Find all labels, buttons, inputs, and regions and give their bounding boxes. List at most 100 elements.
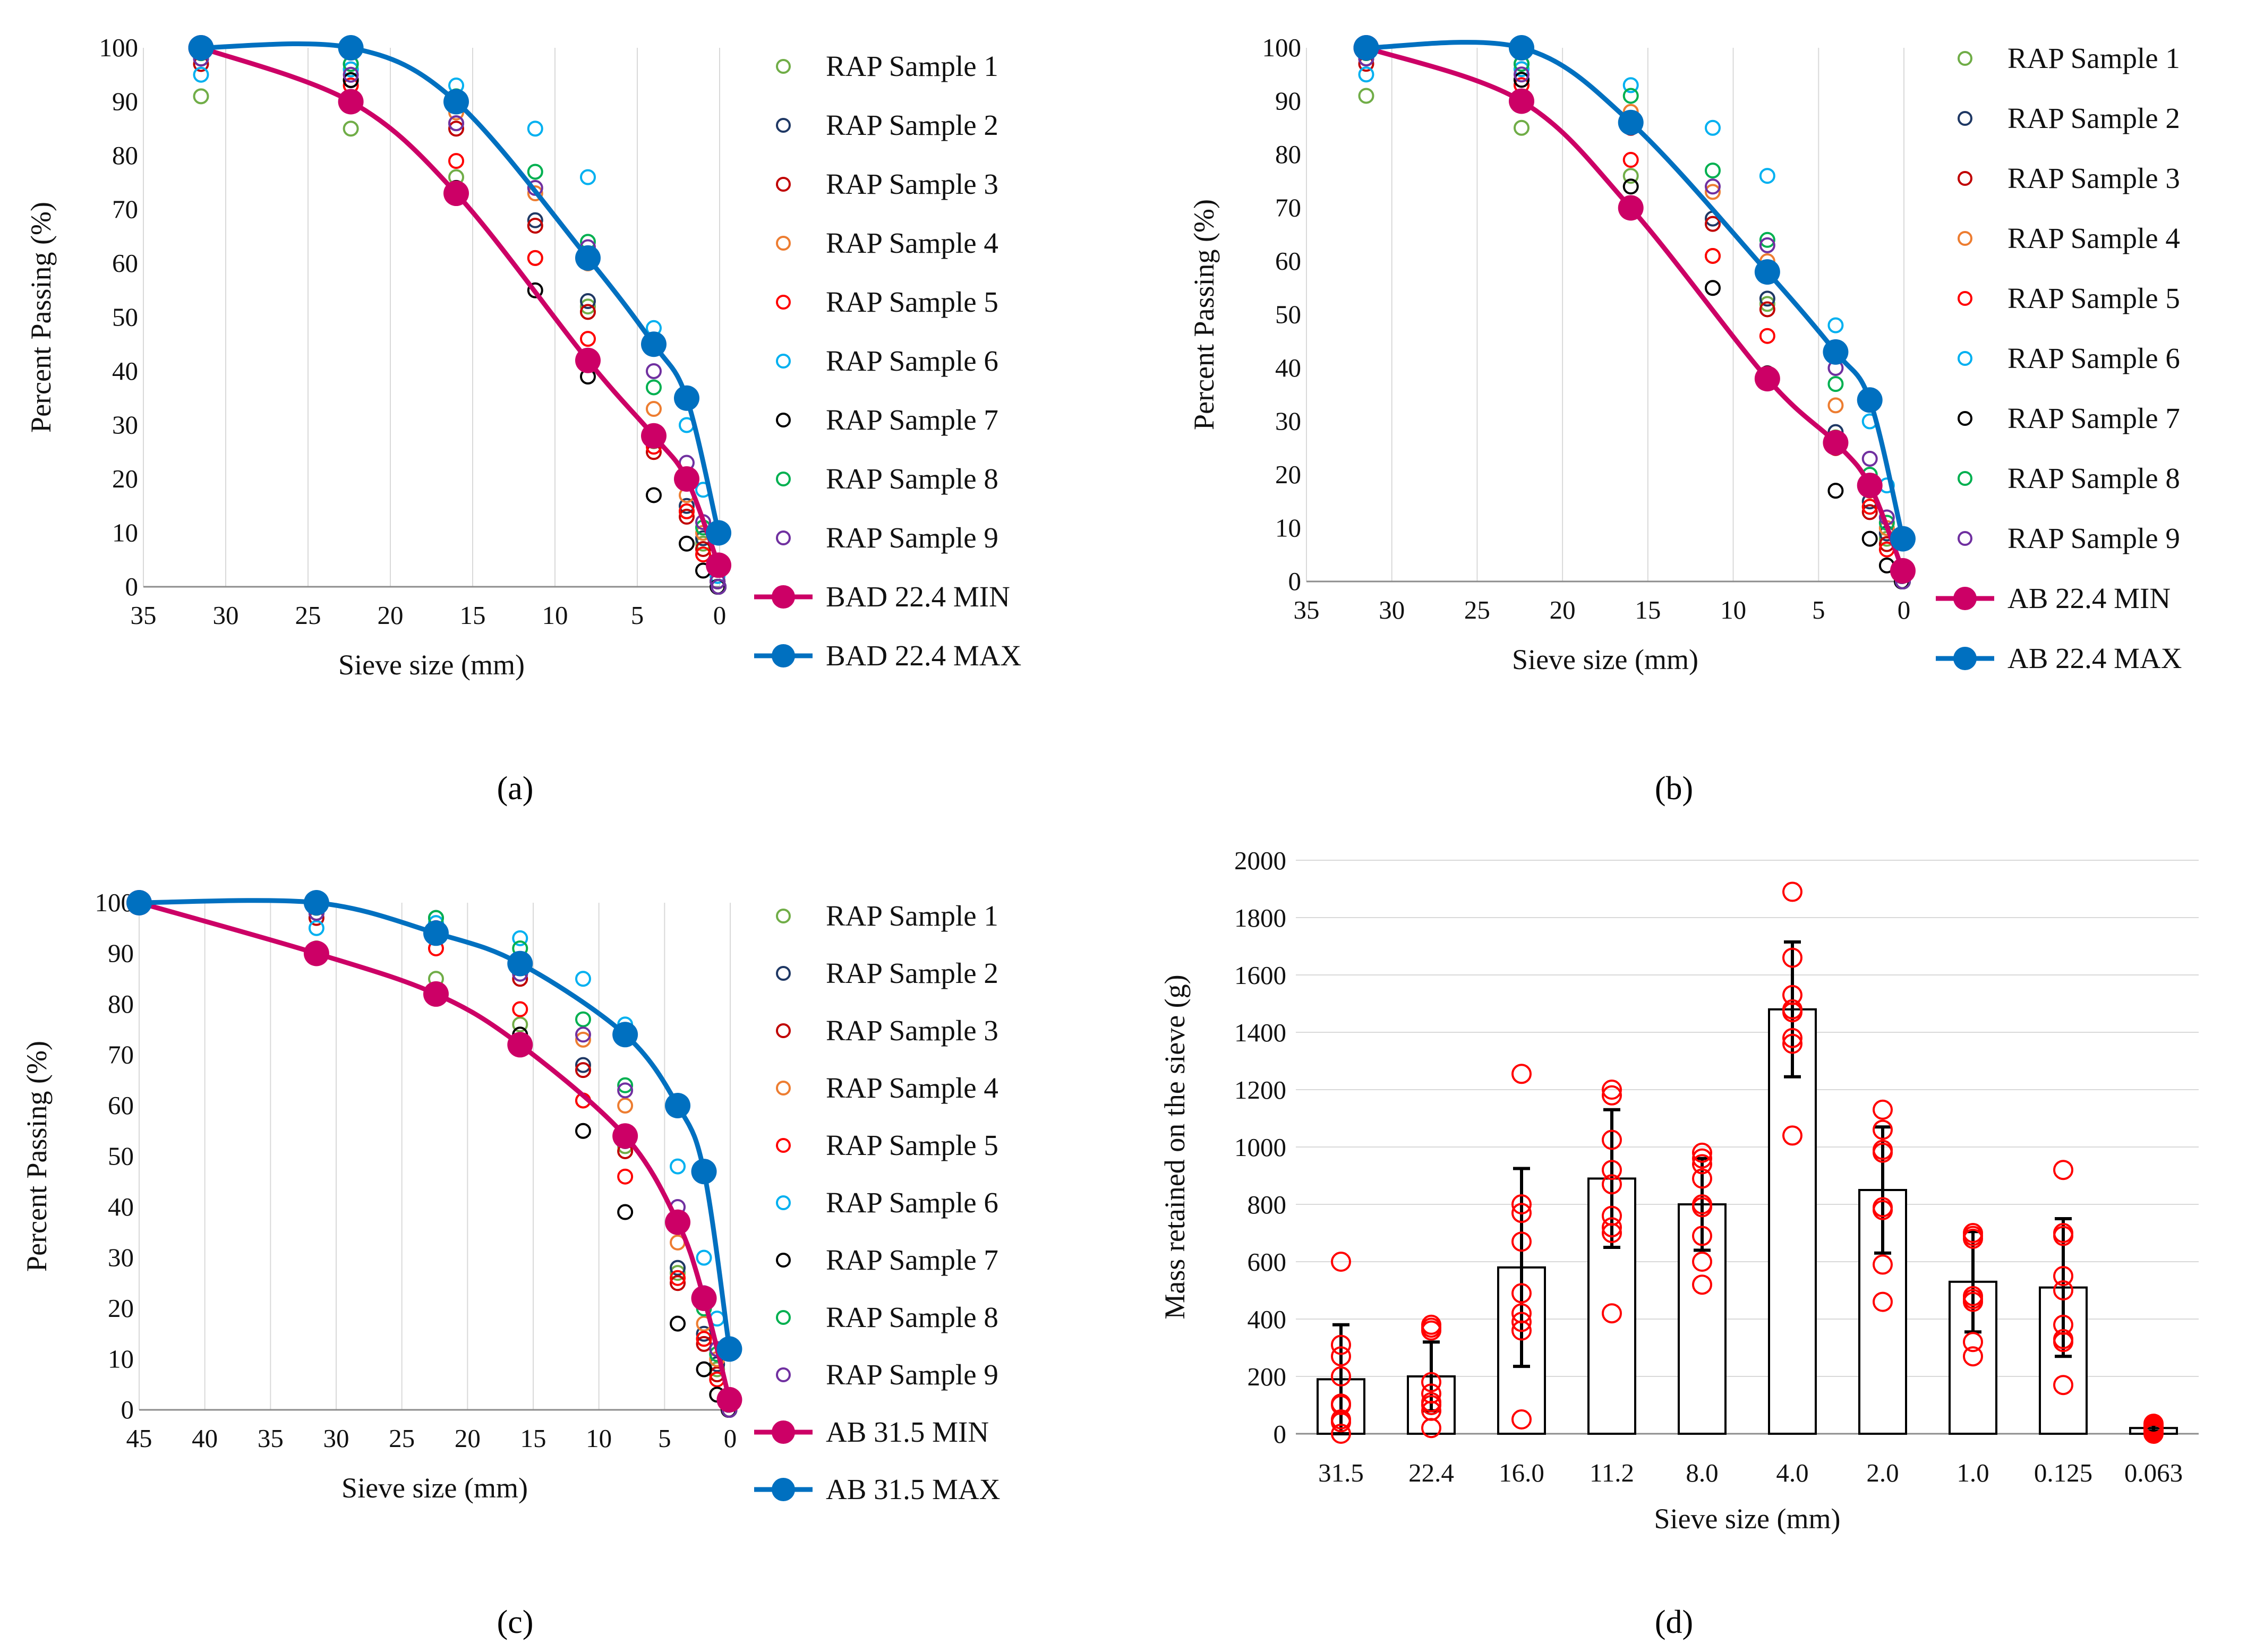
sample-point <box>695 541 711 557</box>
x-tick-label: 30 <box>213 601 239 630</box>
y-tick-label: 30 <box>112 410 138 440</box>
sample-point <box>1358 88 1374 104</box>
x-tick-label: 1.0 <box>1956 1458 1989 1487</box>
min-curve-marker <box>1754 366 1780 392</box>
max-curve-marker <box>641 331 667 357</box>
x-tick-label: 4.0 <box>1776 1458 1808 1487</box>
legend-label: RAP Sample 9 <box>2007 522 2180 554</box>
sample-point <box>1873 1099 1893 1120</box>
sample-point <box>2053 1375 2073 1396</box>
max-curve-marker <box>443 89 469 115</box>
sample-point <box>448 115 464 132</box>
legend-marker <box>776 1367 791 1382</box>
sample-point <box>580 293 596 310</box>
sample-point <box>1782 1028 1802 1048</box>
legend-label: RAP Sample 7 <box>826 404 998 436</box>
sample-point <box>2143 1424 2164 1444</box>
sample-point <box>448 153 464 169</box>
y-tick-label: 1800 <box>1234 903 1286 932</box>
y-tick-label: 100 <box>1262 33 1302 62</box>
sample-point <box>1514 119 1530 136</box>
legend-label: RAP Sample 4 <box>826 227 998 259</box>
sample-point <box>696 1325 712 1342</box>
y-tick-label: 0 <box>1288 567 1302 596</box>
y-tick-label: 70 <box>1275 193 1301 222</box>
legend-marker <box>776 1253 791 1268</box>
sample-point <box>1873 1200 1893 1220</box>
min-curve-marker <box>674 466 699 492</box>
sample-point <box>1705 216 1721 232</box>
sample-point <box>1963 1291 1983 1312</box>
sample-point <box>343 61 359 78</box>
sample-point <box>1692 1252 1712 1272</box>
max-curve-marker <box>691 1159 717 1185</box>
sample-point <box>1692 1197 1712 1218</box>
x-tick-label: 45 <box>126 1424 152 1453</box>
y-tick-label: 30 <box>1275 407 1301 436</box>
legend-label: RAP Sample 2 <box>826 957 998 989</box>
legend-marker <box>776 1195 791 1210</box>
x-tick-label: 15 <box>520 1424 546 1453</box>
sample-point <box>679 509 695 525</box>
sample-point <box>1602 1223 1622 1243</box>
sample-point <box>1511 1064 1532 1084</box>
x-tick-label: 10 <box>586 1424 612 1453</box>
x-axis-title: Sieve size (mm) <box>338 649 525 681</box>
x-tick-label: 11.2 <box>1590 1458 1634 1487</box>
legend-label: RAP Sample 9 <box>826 1358 998 1391</box>
x-tick-label: 0 <box>713 601 727 630</box>
y-tick-label: 10 <box>108 1345 134 1374</box>
sample-point <box>1705 280 1721 296</box>
sample-point <box>670 1260 686 1276</box>
sample-point <box>2053 1332 2073 1353</box>
y-tick-label: 60 <box>108 1091 134 1120</box>
x-tick-label: 30 <box>1379 595 1405 624</box>
sample-point <box>1705 162 1721 179</box>
legend-marker <box>776 966 791 981</box>
x-tick-label: 15 <box>1635 595 1661 624</box>
sample-point <box>193 66 209 83</box>
y-tick-label: 40 <box>108 1192 134 1221</box>
sample-point <box>617 1082 634 1099</box>
y-axis-title: Percent Passing (%) <box>25 202 57 433</box>
legend-marker <box>1958 531 1972 546</box>
sample-point <box>1861 504 1878 520</box>
legend-label: AB 31.5 MAX <box>826 1473 1001 1505</box>
sample-point <box>1873 1119 1893 1140</box>
min-curve-marker <box>575 347 601 373</box>
y-tick-label: 90 <box>1275 87 1301 116</box>
sample-point <box>679 498 695 514</box>
y-tick-label: 50 <box>108 1142 134 1171</box>
x-tick-label: 5 <box>658 1424 671 1453</box>
sample-point <box>1602 1085 1622 1106</box>
sample-point <box>1331 1346 1351 1367</box>
sample-point <box>527 282 543 298</box>
sample-point <box>512 1001 528 1017</box>
legend-label: RAP Sample 6 <box>826 345 998 377</box>
legend-label: RAP Sample 3 <box>826 1014 998 1047</box>
y-axis-title: Percent Passing (%) <box>1188 199 1220 430</box>
y-tick-label: 10 <box>112 518 138 547</box>
sample-point <box>1873 1142 1893 1163</box>
y-tick-label: 800 <box>1248 1190 1287 1219</box>
max-curve-marker <box>126 890 152 915</box>
sample-point <box>646 401 662 417</box>
x-tick-label: 25 <box>295 601 321 630</box>
x-tick-label: 25 <box>1464 595 1490 624</box>
max-curve-marker <box>706 520 732 546</box>
legend-marker <box>772 644 795 667</box>
y-axis-title: Percent Passing (%) <box>21 1041 53 1272</box>
sample-point <box>1759 290 1775 307</box>
max-curve-marker <box>665 1093 691 1118</box>
sample-point <box>1861 530 1878 547</box>
panel-label-b: (b) <box>1655 771 1693 807</box>
y-tick-label: 50 <box>1275 300 1301 329</box>
panel-label-a: (a) <box>497 771 534 807</box>
sample-point <box>1827 397 1844 414</box>
sample-point <box>1602 1303 1622 1324</box>
sample-point <box>1827 376 1844 392</box>
legend-marker <box>776 118 791 133</box>
legend-marker <box>776 59 791 74</box>
max-curve-marker <box>674 385 699 411</box>
sample-point <box>1511 1320 1532 1341</box>
